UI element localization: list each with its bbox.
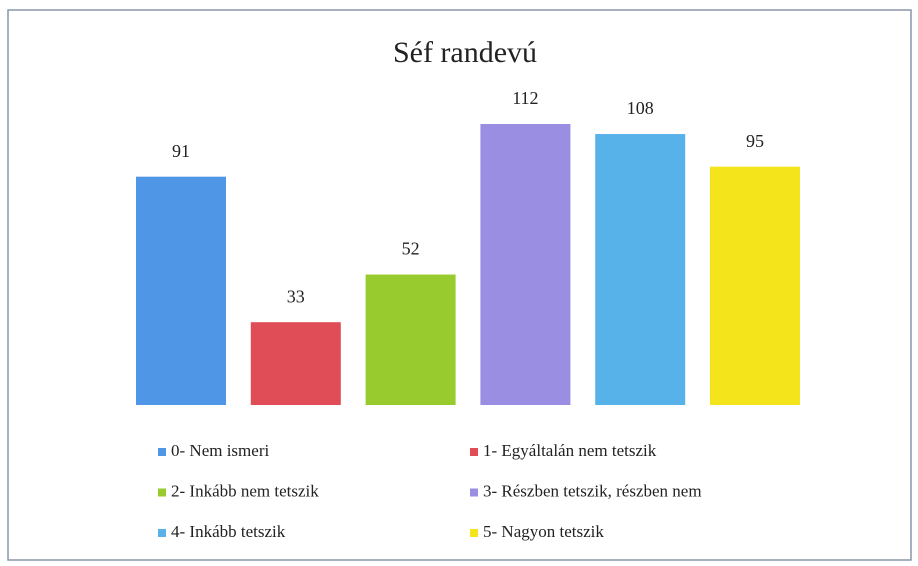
bar bbox=[480, 124, 571, 405]
data-label: 108 bbox=[627, 98, 654, 118]
data-label: 52 bbox=[402, 239, 420, 259]
data-label: 91 bbox=[172, 141, 190, 161]
bar bbox=[136, 176, 226, 405]
bar bbox=[365, 274, 456, 405]
legend-label: 5- Nagyon tetszik bbox=[483, 522, 604, 541]
data-label: 112 bbox=[512, 88, 538, 108]
legend-swatch bbox=[158, 488, 166, 497]
bar bbox=[710, 166, 800, 405]
legend-label: 2- Inkább nem tetszik bbox=[171, 481, 319, 500]
legend-label: 1- Egyáltalán nem tetszik bbox=[483, 441, 657, 460]
legend-swatch bbox=[470, 529, 478, 537]
bar bbox=[595, 134, 686, 406]
legend-swatch bbox=[470, 448, 478, 456]
bar bbox=[250, 322, 341, 405]
legend-swatch bbox=[158, 448, 166, 456]
legend-label: 3- Részben tetszik, részben nem bbox=[483, 481, 702, 500]
legend-label: 4- Inkább tetszik bbox=[171, 522, 286, 541]
legend-label: 0- Nem ismeri bbox=[171, 441, 269, 460]
legend-swatch bbox=[158, 529, 166, 537]
data-label: 33 bbox=[287, 286, 305, 306]
legend-swatch bbox=[470, 488, 478, 497]
chart-title: Séf randevú bbox=[393, 36, 537, 69]
data-label: 95 bbox=[746, 131, 764, 151]
